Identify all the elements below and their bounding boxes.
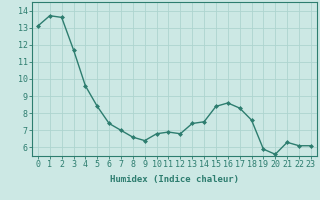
X-axis label: Humidex (Indice chaleur): Humidex (Indice chaleur) — [110, 175, 239, 184]
